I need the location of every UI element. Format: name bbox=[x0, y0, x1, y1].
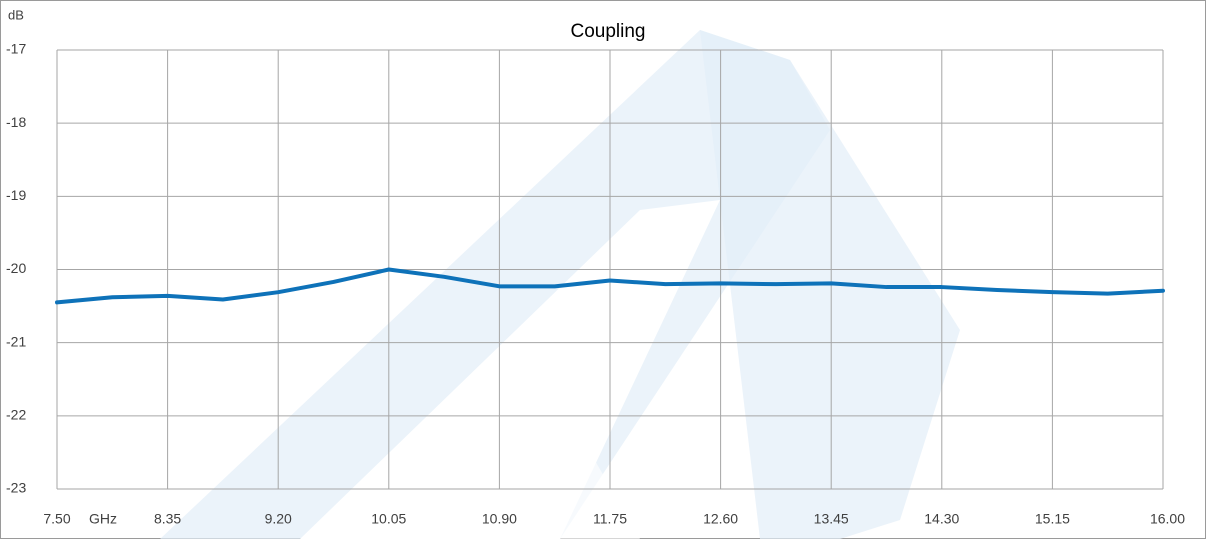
y-tick-label: -20 bbox=[6, 260, 26, 276]
x-tick-label: 12.60 bbox=[703, 511, 738, 527]
x-axis-label: GHz bbox=[89, 511, 117, 527]
x-tick-label: 9.20 bbox=[265, 511, 292, 527]
y-tick-label: -21 bbox=[6, 333, 26, 349]
x-tick-label: 10.90 bbox=[482, 511, 517, 527]
chart-title: Coupling bbox=[571, 21, 646, 42]
x-tick-label: 10.05 bbox=[371, 511, 406, 527]
x-tick-label: 8.35 bbox=[154, 511, 181, 527]
y-axis-label: dB bbox=[8, 7, 24, 22]
x-tick-label: 15.15 bbox=[1035, 511, 1070, 527]
y-tick-label: -17 bbox=[6, 41, 26, 57]
x-tick-label: 11.75 bbox=[593, 511, 627, 527]
y-tick-label: -23 bbox=[6, 480, 26, 496]
y-tick-label: -18 bbox=[6, 114, 26, 130]
x-tick-label: 13.45 bbox=[814, 511, 849, 527]
y-tick-label: -19 bbox=[6, 187, 26, 203]
y-tick-label: -22 bbox=[6, 407, 26, 423]
x-tick-label: 16.00 bbox=[1150, 511, 1185, 527]
x-tick-label: 14.30 bbox=[924, 511, 959, 527]
data-line bbox=[55, 267, 1165, 305]
x-tick-label: 7.50 bbox=[43, 511, 70, 527]
